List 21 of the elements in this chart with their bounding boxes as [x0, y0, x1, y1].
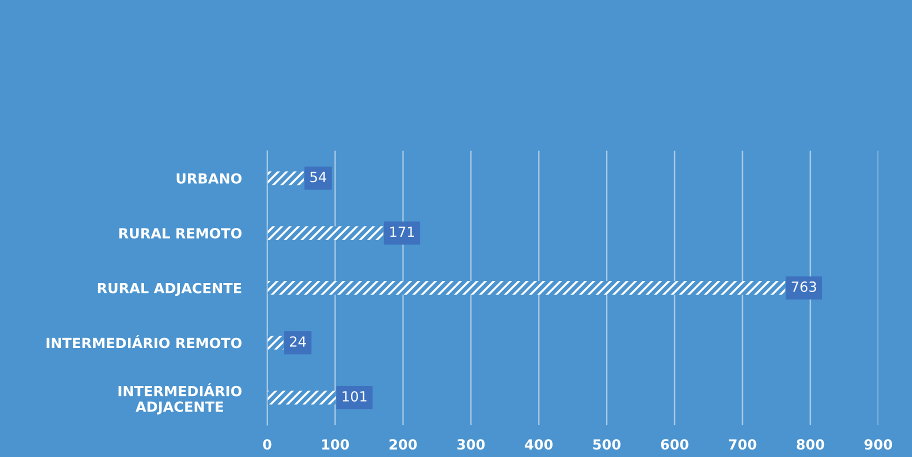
- data-label: 24: [290, 336, 306, 347]
- y-tick-label: INTERMEDIÁRIO ADJACENTE: [118, 383, 242, 414]
- data-label: 54: [310, 172, 326, 182]
- x-tick-label: 400: [524, 439, 553, 450]
- data-label: 101: [342, 391, 366, 402]
- x-tick-label: 700: [728, 439, 756, 450]
- y-tick-label: RURAL REMOTO: [119, 228, 242, 239]
- x-tick-label: 500: [593, 439, 621, 450]
- y-tick-label: INTERMEDIÁRIO REMOTO: [46, 335, 242, 348]
- data-label: 763: [792, 281, 816, 292]
- x-tick-label: 600: [660, 439, 688, 450]
- y-tick-label: URBANO: [176, 173, 242, 184]
- x-tick-label: 800: [796, 439, 824, 450]
- x-tick-label: 300: [457, 439, 485, 450]
- bar: [267, 336, 284, 350]
- y-tick-label: RURAL ADJACENTE: [98, 282, 242, 296]
- x-tick-label: 200: [390, 439, 417, 450]
- x-tick-label: 100: [322, 439, 349, 450]
- x-tick-label: 0: [263, 439, 272, 450]
- x-tick-label: 900: [864, 439, 892, 450]
- data-label: 171: [390, 226, 414, 237]
